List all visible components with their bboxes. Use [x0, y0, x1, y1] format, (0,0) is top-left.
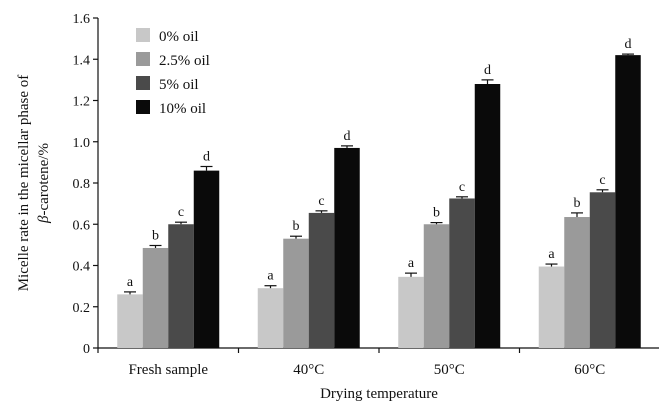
x-category-label: 50°C	[434, 362, 465, 378]
legend-label: 5% oil	[159, 77, 199, 93]
legend-label: 10% oil	[159, 101, 206, 117]
significance-label: a	[408, 256, 415, 271]
y-tick-label: 0.2	[73, 301, 91, 316]
significance-label: b	[152, 228, 159, 243]
bar	[398, 276, 424, 348]
significance-label: b	[574, 196, 581, 211]
bar	[334, 147, 360, 348]
significance-label: c	[599, 173, 605, 188]
y-tick-label: 1.4	[73, 53, 91, 68]
significance-label: d	[203, 150, 210, 165]
y-tick-label: 1.0	[73, 136, 91, 151]
x-axis: Fresh sample 40°C 50°C 60°C	[97, 347, 659, 378]
bar	[538, 266, 565, 348]
legend-label: 2.5% oil	[159, 53, 210, 69]
legend-swatch	[136, 76, 150, 90]
bar	[257, 288, 284, 348]
bar	[117, 294, 143, 348]
bars: a a a a b b b b c c c c d d d d	[117, 37, 641, 348]
legend-label: 0% oil	[159, 29, 199, 45]
significance-label: b	[293, 219, 300, 234]
legend-swatch	[136, 52, 150, 66]
bar	[168, 224, 194, 348]
significance-label: c	[459, 180, 465, 195]
bar	[589, 192, 616, 348]
significance-label: c	[178, 205, 184, 220]
y-axis-title: Micelle rate in the micellar phase of	[16, 75, 32, 292]
significance-label: a	[127, 275, 134, 290]
legend-swatch	[136, 100, 150, 114]
bar	[474, 84, 501, 348]
significance-label: d	[344, 129, 351, 144]
x-category-label: 40°C	[293, 362, 324, 378]
significance-label: a	[267, 269, 274, 284]
y-axis: 0 0.2 0.4 0.6 0.8 1.0 1.2 1.4 1.6	[73, 12, 99, 357]
y-tick-label: 0.6	[73, 218, 91, 233]
legend-swatch	[136, 28, 150, 42]
bar	[564, 217, 590, 348]
bar	[423, 224, 450, 348]
x-category-label: Fresh sample	[128, 362, 208, 378]
y-axis-title-symbol: β	[36, 215, 52, 224]
bar	[283, 238, 309, 348]
y-tick-label: 0.4	[73, 260, 91, 275]
x-axis-title: Drying temperature	[320, 386, 438, 402]
significance-label: a	[548, 247, 555, 262]
bar	[308, 212, 335, 348]
significance-label: d	[625, 37, 632, 52]
legend: 0% oil 2.5% oil 5% oil 10% oil	[136, 28, 210, 117]
y-axis-title-line2: β-carotene/%	[36, 143, 52, 224]
y-tick-label: 0	[83, 342, 90, 357]
x-category-label: 60°C	[574, 362, 605, 378]
y-tick-label: 0.8	[73, 177, 91, 192]
significance-label: c	[318, 194, 324, 209]
bar	[449, 198, 475, 348]
bar	[193, 170, 220, 348]
significance-label: d	[484, 63, 491, 78]
y-axis-title-rest: -carotene/%	[36, 143, 52, 215]
y-tick-label: 1.6	[73, 12, 91, 27]
y-tick-label: 1.2	[73, 95, 91, 110]
bar	[615, 55, 641, 348]
significance-label: b	[433, 206, 440, 221]
bar	[142, 247, 169, 348]
